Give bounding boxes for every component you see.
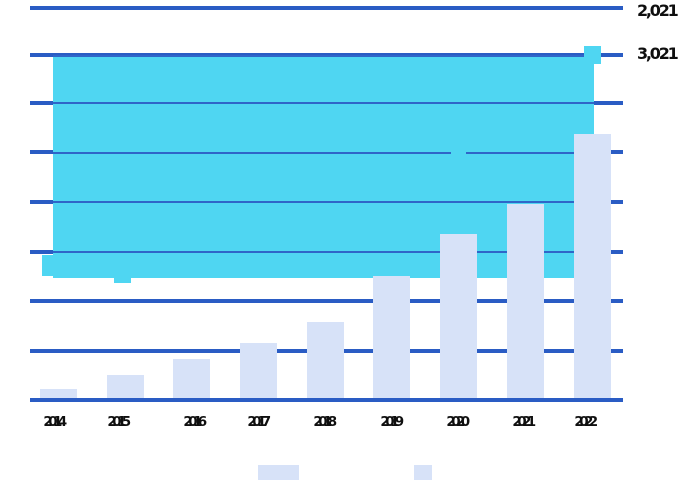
x-axis-label: 2021 [512,414,536,430]
bar-2016 [173,359,210,400]
bar-2019 [373,276,410,400]
bar-2021 [507,204,544,400]
bar-2017 [240,343,277,400]
right-value-label: 3,021 [637,44,679,63]
bar-2018 [307,322,344,400]
gridline-thin [53,251,594,253]
gridline-thin [466,152,594,154]
gridline-thin [53,201,594,203]
gridline [30,299,623,303]
cyan-band-overlay [42,46,601,283]
gridline [30,6,623,10]
right-value-label: 2,021 [637,1,679,20]
gridline-thin [53,55,584,57]
bar-2015 [107,375,144,400]
x-axis-label: 2022 [574,414,598,430]
x-axis-label: 2015 [107,414,131,430]
x-axis-label: 2014 [43,414,67,430]
x-axis-label: 2019 [380,414,404,430]
bar-2020 [440,234,477,400]
legend-swatch [414,465,432,480]
legend-swatch [258,465,299,480]
x-axis-label: 2020 [446,414,470,430]
bar-2014 [40,389,77,400]
x-axis-line [30,398,623,402]
x-axis-label: 2018 [313,414,337,430]
gridline-thin [53,152,451,154]
x-axis-label: 2016 [183,414,207,430]
bar-2022 [574,134,611,400]
gridline-thin [53,102,594,104]
x-axis-label: 2017 [247,414,271,430]
